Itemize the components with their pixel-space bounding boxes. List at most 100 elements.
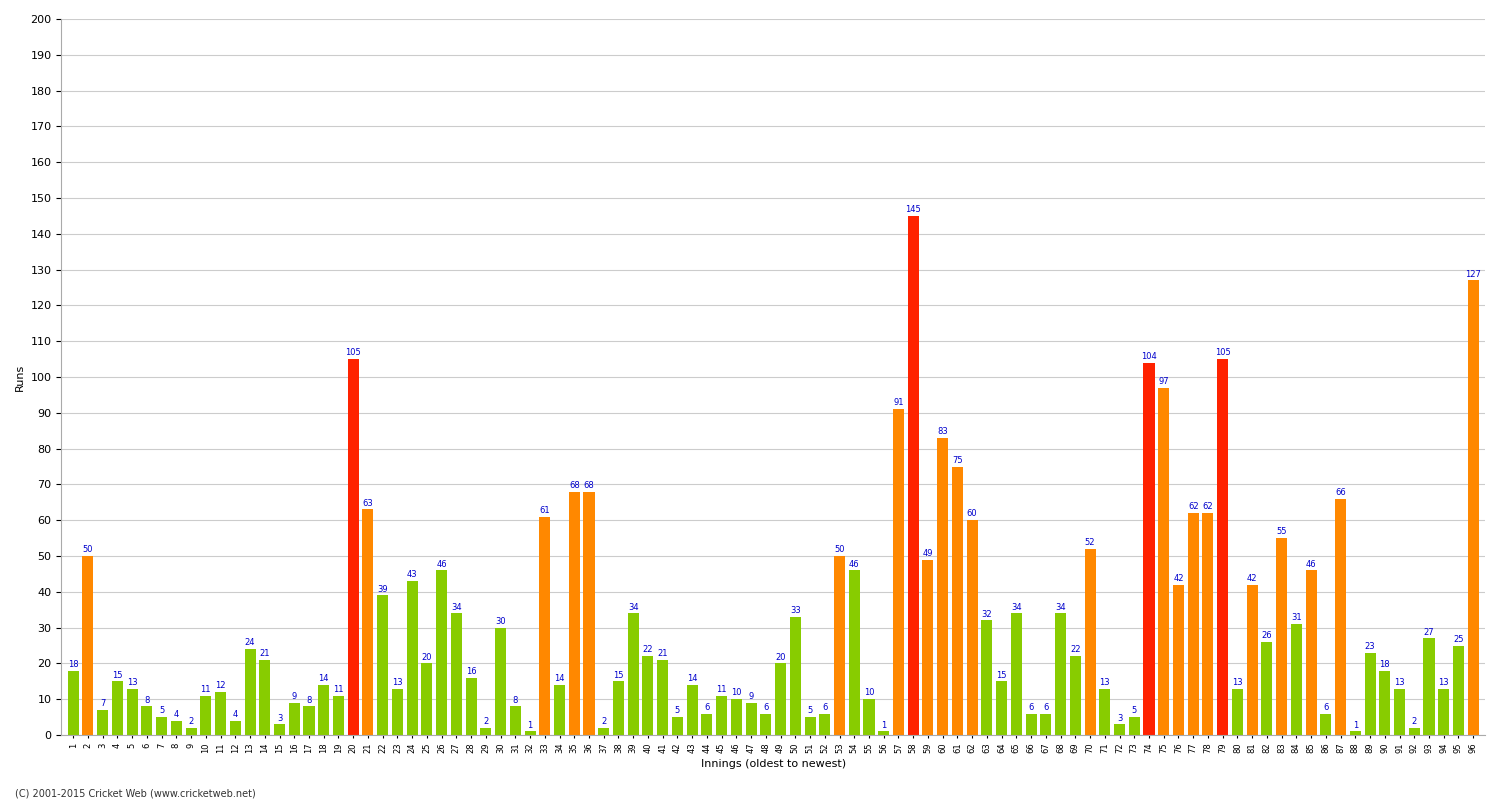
- Bar: [171, 721, 182, 735]
- Bar: [452, 614, 462, 735]
- Bar: [1292, 624, 1302, 735]
- Bar: [878, 731, 890, 735]
- Text: 2: 2: [189, 717, 194, 726]
- Text: 97: 97: [1158, 377, 1168, 386]
- Bar: [244, 649, 255, 735]
- Bar: [1424, 638, 1434, 735]
- Bar: [892, 410, 904, 735]
- Bar: [1262, 642, 1272, 735]
- Bar: [141, 706, 153, 735]
- Text: 3: 3: [1118, 714, 1122, 722]
- Text: 13: 13: [1232, 678, 1242, 686]
- Text: 6: 6: [822, 702, 828, 712]
- Text: 42: 42: [1173, 574, 1184, 583]
- Text: 34: 34: [1056, 602, 1066, 611]
- Bar: [1026, 714, 1036, 735]
- Text: 61: 61: [540, 506, 550, 515]
- Bar: [1454, 646, 1464, 735]
- Text: 18: 18: [68, 660, 78, 669]
- Bar: [790, 617, 801, 735]
- Text: 13: 13: [392, 678, 402, 686]
- Bar: [746, 703, 756, 735]
- Text: 66: 66: [1335, 488, 1346, 497]
- Bar: [303, 706, 315, 735]
- Text: 13: 13: [1100, 678, 1110, 686]
- Text: 27: 27: [1424, 627, 1434, 637]
- Text: 6: 6: [1323, 702, 1329, 712]
- Text: 50: 50: [834, 546, 844, 554]
- Bar: [598, 728, 609, 735]
- Bar: [480, 728, 492, 735]
- Bar: [214, 692, 226, 735]
- Text: 25: 25: [1454, 634, 1464, 644]
- Bar: [966, 520, 978, 735]
- Text: 13: 13: [1438, 678, 1449, 686]
- Bar: [849, 570, 859, 735]
- Bar: [1467, 280, 1479, 735]
- Text: 20: 20: [776, 653, 786, 662]
- Bar: [1438, 689, 1449, 735]
- Text: 8: 8: [144, 696, 150, 705]
- Text: 68: 68: [568, 481, 579, 490]
- Text: 6: 6: [704, 702, 710, 712]
- Bar: [981, 621, 993, 735]
- Text: 14: 14: [318, 674, 328, 683]
- Bar: [672, 717, 682, 735]
- Bar: [614, 682, 624, 735]
- Text: 1: 1: [1353, 721, 1358, 730]
- Text: 6: 6: [1042, 702, 1048, 712]
- Text: 10: 10: [864, 689, 874, 698]
- Text: 32: 32: [981, 610, 992, 618]
- Text: 15: 15: [112, 670, 123, 679]
- Text: 23: 23: [1365, 642, 1376, 651]
- Text: 14: 14: [555, 674, 566, 683]
- Bar: [584, 491, 594, 735]
- Text: 4: 4: [174, 710, 178, 719]
- Text: 24: 24: [244, 638, 255, 647]
- Text: 8: 8: [513, 696, 517, 705]
- Bar: [1158, 388, 1170, 735]
- Bar: [1320, 714, 1332, 735]
- Bar: [422, 663, 432, 735]
- Bar: [1232, 689, 1244, 735]
- Text: 5: 5: [159, 706, 164, 715]
- Bar: [716, 696, 728, 735]
- Bar: [996, 682, 1006, 735]
- Bar: [126, 689, 138, 735]
- Text: 1: 1: [880, 721, 886, 730]
- Text: 7: 7: [100, 699, 105, 708]
- Text: 46: 46: [849, 559, 859, 569]
- Bar: [819, 714, 831, 735]
- Text: 83: 83: [938, 427, 948, 436]
- Text: 105: 105: [345, 348, 362, 358]
- Text: 11: 11: [201, 685, 211, 694]
- Text: 18: 18: [1380, 660, 1390, 669]
- Bar: [776, 663, 786, 735]
- Bar: [1114, 724, 1125, 735]
- Text: 22: 22: [642, 646, 652, 654]
- Bar: [201, 696, 211, 735]
- Bar: [376, 595, 388, 735]
- Text: 60: 60: [968, 510, 978, 518]
- Text: 15: 15: [614, 670, 624, 679]
- Bar: [554, 685, 566, 735]
- Bar: [1041, 714, 1052, 735]
- Bar: [760, 714, 771, 735]
- Bar: [1011, 614, 1022, 735]
- Text: 14: 14: [687, 674, 698, 683]
- Bar: [922, 560, 933, 735]
- Bar: [1188, 513, 1198, 735]
- Bar: [392, 689, 404, 735]
- Text: 8: 8: [306, 696, 312, 705]
- Bar: [702, 714, 712, 735]
- Text: 49: 49: [922, 549, 933, 558]
- Bar: [1203, 513, 1214, 735]
- Bar: [525, 731, 536, 735]
- Bar: [1054, 614, 1066, 735]
- Bar: [348, 359, 358, 735]
- Bar: [908, 216, 918, 735]
- Bar: [1394, 689, 1406, 735]
- Bar: [288, 703, 300, 735]
- Text: 16: 16: [466, 667, 477, 676]
- Text: 34: 34: [452, 602, 462, 611]
